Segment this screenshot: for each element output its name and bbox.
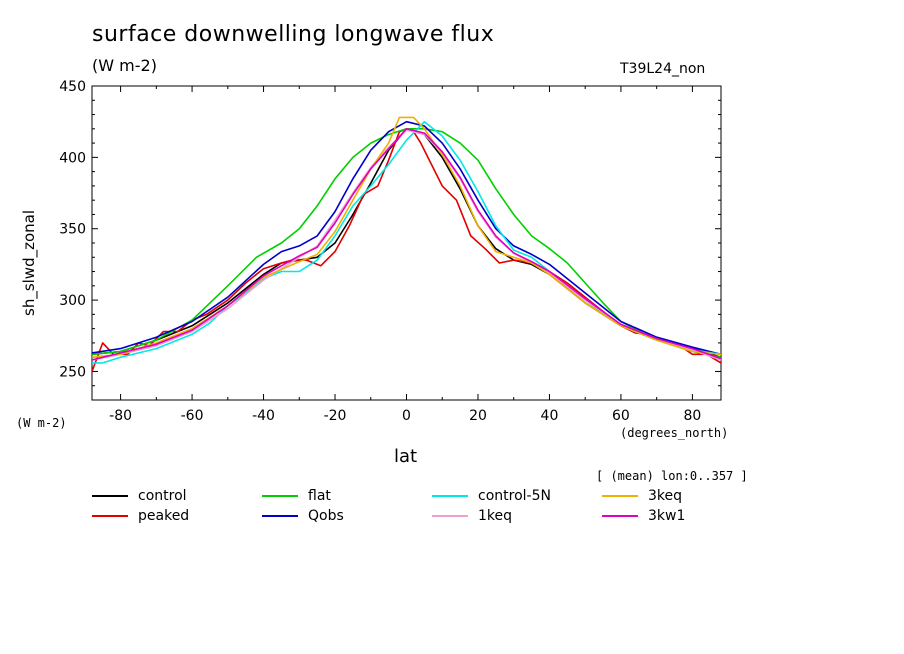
series-line-1keq [92,129,721,361]
legend-item-flat: flat [262,487,331,505]
y-axis-units: (W m-2) [16,416,67,430]
legend-swatch [92,515,128,517]
legend-item-control: control [92,487,187,505]
legend-swatch [602,495,638,497]
series-line-peaked [92,128,721,372]
legend-item-control-5N: control-5N [432,487,551,505]
legend-swatch [262,495,298,497]
plot-frame [91,85,722,401]
x-tick-label: -40 [252,408,275,424]
legend-label: 1keq [478,508,513,524]
legend-label: control-5N [478,488,551,504]
legend-label: peaked [138,508,190,524]
run-id: T39L24_non [620,61,706,77]
series-line-Qobs [92,120,721,356]
legend-label: 3keq [648,488,683,504]
legend-item-peaked: peaked [92,507,189,525]
legend-label: flat [308,488,331,504]
y-tick-label: 450 [59,79,86,95]
legend-item-1keq: 1keq [432,507,512,525]
x-tick-label: -20 [324,408,347,424]
x-axis-label: lat [394,446,418,467]
x-tick-label: 40 [541,408,559,424]
averaging-note: [ (mean) lon:0..357 ] [596,469,748,483]
chart-title: surface downwelling longwave flux [92,22,495,47]
legend-item-3kw1: 3kw1 [602,507,685,525]
legend-item-3keq: 3keq [602,487,682,505]
y-tick-label: 400 [59,150,86,166]
x-tick-label: 60 [612,408,630,424]
legend-item-Qobs: Qobs [262,507,344,525]
legend-swatch [92,495,128,497]
x-tick-label: -60 [181,408,204,424]
legend-swatch [602,515,638,517]
x-tick-label: -80 [109,408,132,424]
y-tick-label: 300 [59,293,86,309]
x-tick-label: 80 [683,408,701,424]
legend-label: control [138,488,187,504]
legend-label: 3kw1 [648,508,686,524]
x-axis-units: (degrees_north) [620,426,729,440]
series-line-3kw1 [92,128,721,361]
chart-units: (W m-2) [92,56,157,75]
x-tick-label: 20 [469,408,487,424]
y-tick-label: 250 [59,364,86,380]
series-line-flat [92,128,721,358]
series-line-3keq [92,116,721,358]
legend-swatch [262,515,298,517]
y-tick-label: 350 [59,222,86,238]
legend-swatch [432,495,468,497]
legend-swatch [432,515,468,517]
x-tick-label: 0 [402,408,411,424]
legend-label: Qobs [308,508,344,524]
